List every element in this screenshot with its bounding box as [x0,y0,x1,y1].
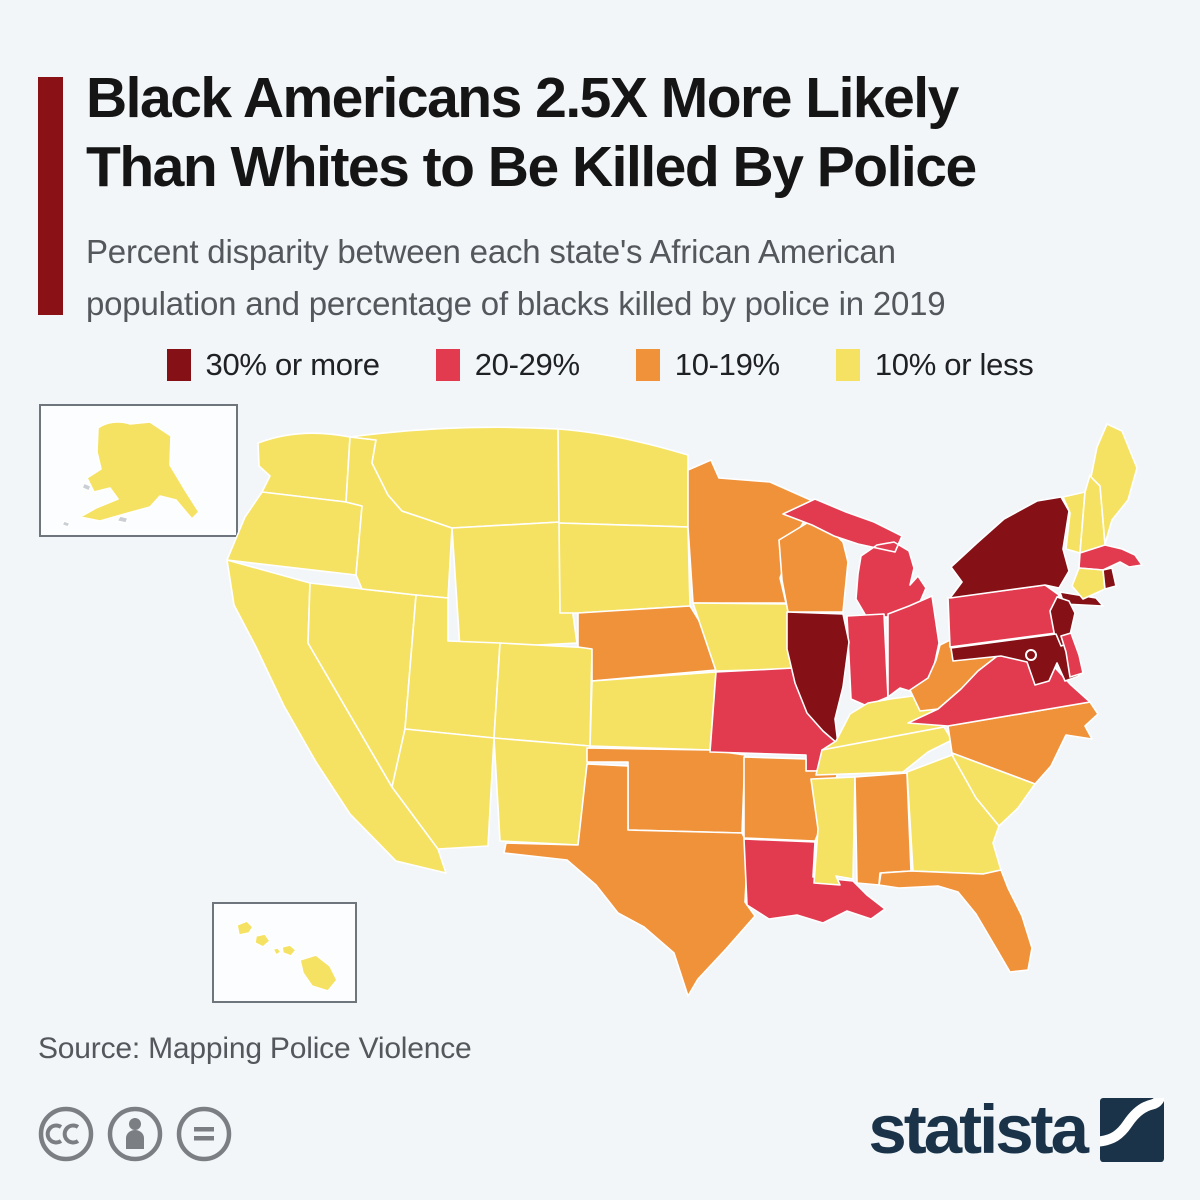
state-vermont [1062,491,1086,554]
state-texas [503,763,756,997]
state-nebraska [577,605,717,682]
state-south-dakota [558,522,691,614]
statista-mark-square [1100,1098,1164,1162]
legend: 30% or more 20-29% 10-19% 10% or less [0,347,1200,383]
brand-logo: statista [868,1091,1164,1168]
legend-swatch-ge30 [166,349,191,381]
state-new-mexico [493,737,591,846]
state-florida [878,869,1033,973]
state-arizona [391,728,495,850]
license-icons [38,1106,232,1162]
state-indiana [846,613,889,707]
legend-item-r20_29: 20-29% [435,347,580,383]
state-kansas [589,671,717,751]
legend-label-r20_29: 20-29% [474,347,580,382]
legend-swatch-r10_19 [635,349,660,381]
subtitle-line-2: population and percentage of blacks kill… [86,284,946,322]
statista-mark-icon [1100,1098,1164,1162]
state-alabama [854,772,912,886]
state-alaska [79,421,200,522]
state-delaware [1060,632,1084,678]
state-district-of-columbia-marker [1025,649,1037,661]
no-derivatives-equals-icon [176,1106,232,1162]
state-michigan [782,498,927,619]
legend-label-le10: 10% or less [874,347,1034,382]
state-north-dakota [557,428,689,528]
state-rhode-island [1102,567,1117,590]
state-tennessee [815,726,953,776]
cc-icon [38,1106,94,1162]
state-oregon [226,491,363,576]
state-maine [1090,423,1138,545]
legend-swatch-r20_29 [435,349,460,381]
source-text: Source: Mapping Police Violence [38,1032,472,1065]
state-hawaii [236,920,338,992]
legend-label-ge30: 30% or more [205,347,380,382]
title-line-1: Black Americans 2.5X More Likely [86,66,959,130]
state-montana [349,426,561,529]
title-line-2: Than Whites to Be Killed By Police [86,134,977,199]
state-colorado [493,642,593,747]
legend-item-le10: 10% or less [835,347,1034,383]
attribution-person-icon [107,1106,163,1162]
title-accent-bar [38,77,63,315]
state-maryland [950,633,1080,686]
state-wyoming [451,521,578,650]
subtitle-line-1: Percent disparity between each state's A… [86,233,896,270]
page-title: Black Americans 2.5X More Likely Than Wh… [86,64,1166,202]
legend-item-ge30: 30% or more [166,347,380,383]
legend-item-r10_19: 10-19% [635,347,780,383]
state-washington [257,432,351,503]
legend-swatch-le10 [835,349,860,381]
legend-label-r10_19: 10-19% [674,347,780,382]
state-mississippi [810,776,856,886]
state-connecticut [1071,567,1106,600]
alaska-islands [61,482,129,528]
page-subtitle: Percent disparity between each state's A… [86,226,1166,330]
brand-wordmark: statista [868,1091,1089,1168]
